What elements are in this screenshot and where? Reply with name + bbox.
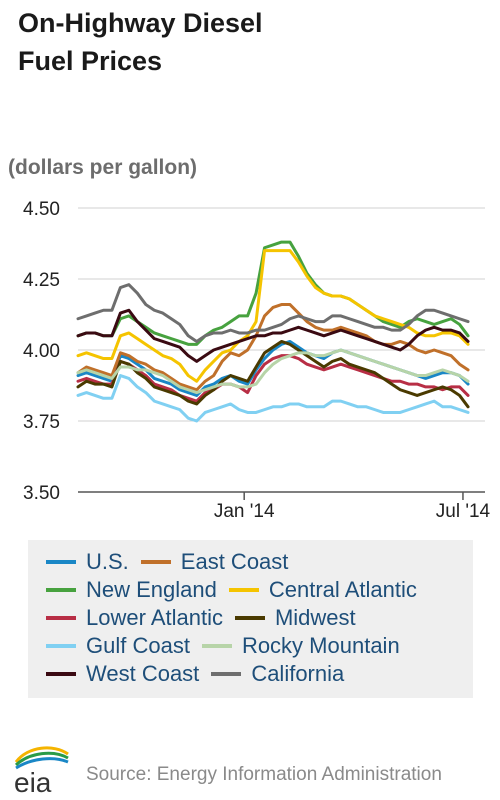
legend-row: West Coast California <box>46 660 473 688</box>
series-line-gulf-coast <box>76 374 470 423</box>
legend-swatch <box>46 672 76 676</box>
series-line-california <box>76 283 470 343</box>
footer: eia Source: Energy Information Administr… <box>0 736 500 800</box>
legend-item: Gulf Coast <box>46 633 190 659</box>
y-tick-label: 3.75 <box>23 412 60 433</box>
legend-label: Lower Atlantic <box>86 605 223 630</box>
legend-label: East Coast <box>180 549 289 574</box>
chart-title-line2: Fuel Prices <box>18 46 163 76</box>
legend-swatch <box>46 644 76 648</box>
legend-item: East Coast <box>140 549 289 575</box>
legend-item: U.S. <box>46 549 129 575</box>
chart-title-line1: On-Highway Diesel <box>18 8 263 38</box>
y-tick-label: 3.50 <box>23 483 60 504</box>
legend-swatch <box>46 588 76 592</box>
y-axis-unit-label: (dollars per gallon) <box>8 156 198 179</box>
legend-swatch <box>211 672 242 676</box>
eia-logo: eia <box>14 746 69 796</box>
legend-item: West Coast <box>46 661 199 687</box>
legend-swatch <box>46 616 76 620</box>
legend-label: Central Atlantic <box>268 577 417 602</box>
legend-label: U.S. <box>86 549 129 574</box>
series-line-central-atlantic <box>76 249 470 383</box>
x-tick-label: Jul '14 <box>436 501 491 522</box>
legend-label: Rocky Mountain <box>241 633 400 658</box>
series-line-midwest <box>76 339 470 409</box>
legend-item: California <box>211 661 344 687</box>
legend-row: Gulf Coast Rocky Mountain <box>46 632 473 660</box>
source-note: Source: Energy Information Administratio… <box>86 764 442 785</box>
legend-row: New England Central Atlantic <box>46 576 473 604</box>
legend-swatch <box>46 560 76 564</box>
y-tick-label: 4.00 <box>23 341 60 362</box>
series-line-west-coast <box>76 308 470 363</box>
series-line-lower-atlantic <box>76 354 470 403</box>
legend-item: Lower Atlantic <box>46 605 223 631</box>
legend-label: Gulf Coast <box>86 633 190 658</box>
legend-row: Lower Atlantic Midwest <box>46 604 473 632</box>
legend-label: West Coast <box>86 661 200 686</box>
series-line-rocky-mountain <box>76 348 470 395</box>
legend-row: U.S. East Coast <box>46 548 473 576</box>
line-chart: 4.50 4.25 4.00 3.75 3.50 Jan '14 Jul '14 <box>23 199 491 522</box>
legend-swatch <box>234 616 265 620</box>
x-tick-label: Jan '14 <box>214 501 275 522</box>
legend-label: California <box>251 661 345 686</box>
y-tick-label: 4.50 <box>23 199 60 220</box>
legend-label: New England <box>86 577 217 602</box>
legend-swatch <box>201 644 232 648</box>
legend-label: Midwest <box>274 605 356 630</box>
series-line-east-coast <box>76 303 470 392</box>
chart-legend: U.S. East Coast New England Central Atlanti… <box>28 540 473 698</box>
y-tick-label: 4.25 <box>23 270 60 291</box>
legend-item: Central Atlantic <box>228 577 417 603</box>
legend-swatch <box>140 560 171 564</box>
legend-swatch <box>228 588 259 592</box>
legend-item: Rocky Mountain <box>201 633 400 659</box>
chart-title: On-Highway Diesel Fuel Prices <box>18 4 263 80</box>
legend-item: Midwest <box>234 605 356 631</box>
legend-item: New England <box>46 577 217 603</box>
eia-logo-text: eia <box>14 767 52 796</box>
